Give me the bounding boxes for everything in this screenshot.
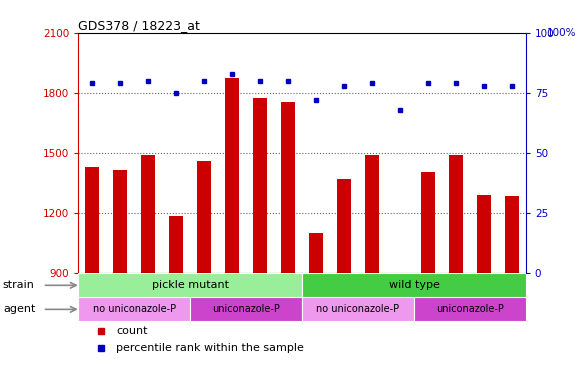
Text: strain: strain (3, 280, 35, 290)
Text: no uniconazole-P: no uniconazole-P (317, 305, 400, 314)
Bar (78, 297, 191, 321)
Bar (281, 102, 295, 273)
Bar (198, 161, 211, 273)
Bar (505, 196, 519, 273)
Bar (421, 172, 435, 273)
Text: percentile rank within the sample: percentile rank within the sample (116, 343, 304, 352)
Bar (337, 179, 351, 273)
Bar (414, 297, 526, 321)
Bar (78, 273, 302, 297)
Text: pickle mutant: pickle mutant (152, 280, 229, 290)
Bar (302, 273, 526, 297)
Text: agent: agent (3, 305, 35, 314)
Bar (253, 98, 267, 273)
Text: count: count (116, 326, 148, 336)
Bar (141, 155, 155, 273)
Text: uniconazole-P: uniconazole-P (212, 305, 280, 314)
Text: wild type: wild type (389, 280, 439, 290)
Bar (477, 195, 491, 273)
Bar (365, 155, 379, 273)
Text: no uniconazole-P: no uniconazole-P (93, 305, 176, 314)
Bar (393, 273, 407, 274)
Bar (191, 297, 302, 321)
Bar (85, 167, 99, 273)
Bar (225, 78, 239, 273)
Bar (302, 297, 414, 321)
Bar (449, 155, 463, 273)
Text: uniconazole-P: uniconazole-P (436, 305, 504, 314)
Text: GDS378 / 18223_at: GDS378 / 18223_at (78, 19, 200, 32)
Bar (169, 216, 183, 273)
Bar (309, 233, 323, 273)
Bar (113, 170, 127, 273)
Y-axis label: 100%: 100% (547, 28, 576, 38)
